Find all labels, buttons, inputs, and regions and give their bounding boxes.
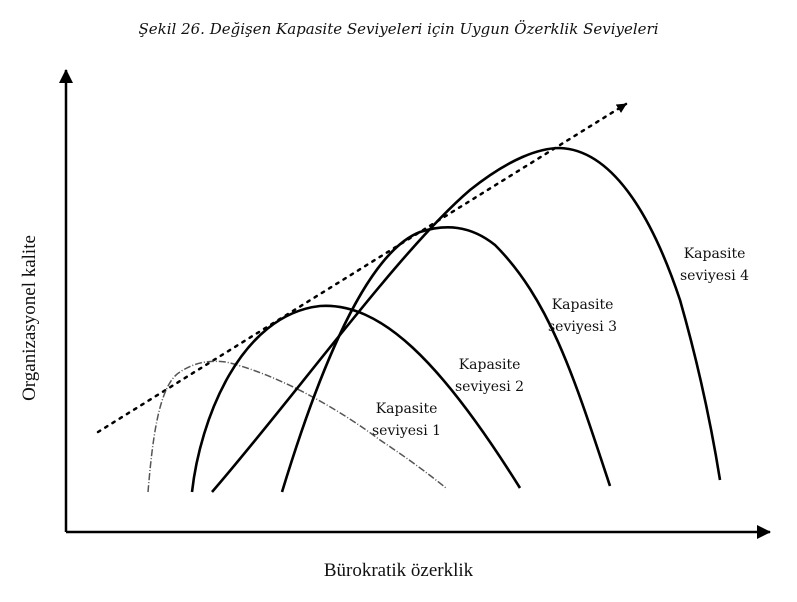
label-capacity-level-3-line1: Kapasite (551, 297, 614, 313)
x-axis-label: Bürokratik özerklik (323, 560, 474, 581)
curve-capacity-level-4 (211, 146, 722, 493)
label-capacity-level-4: Kapasite seviyesi 4 (680, 243, 749, 287)
label-capacity-level-1-line1: Kapasite (375, 401, 438, 417)
label-capacity-level-2: Kapasite seviyesi 2 (455, 354, 524, 398)
envelope-dotted-arrow (96, 102, 628, 434)
y-axis-label: Organizasyonel kalite (19, 235, 40, 401)
label-capacity-level-4-line1: Kapasite (683, 246, 746, 262)
curve-capacity-level-2 (190, 304, 522, 493)
label-capacity-level-4-line2: seviyesi 4 (680, 268, 750, 284)
label-capacity-level-1: Kapasite seviyesi 1 (372, 398, 441, 442)
label-capacity-level-3-line2: seviyesi 3 (548, 319, 618, 335)
label-capacity-level-2-line1: Kapasite (458, 357, 521, 373)
label-capacity-level-1-line2: seviyesi 1 (372, 423, 442, 439)
label-capacity-level-3: Kapasite seviyesi 3 (548, 294, 617, 338)
curve-capacity-level-3 (280, 226, 612, 493)
figure-caption: Şekil 26. Değişen Kapasite Seviyeleri iç… (138, 20, 659, 38)
curve-capacity-level-1 (147, 360, 447, 493)
label-capacity-level-2-line2: seviyesi 2 (455, 379, 525, 395)
